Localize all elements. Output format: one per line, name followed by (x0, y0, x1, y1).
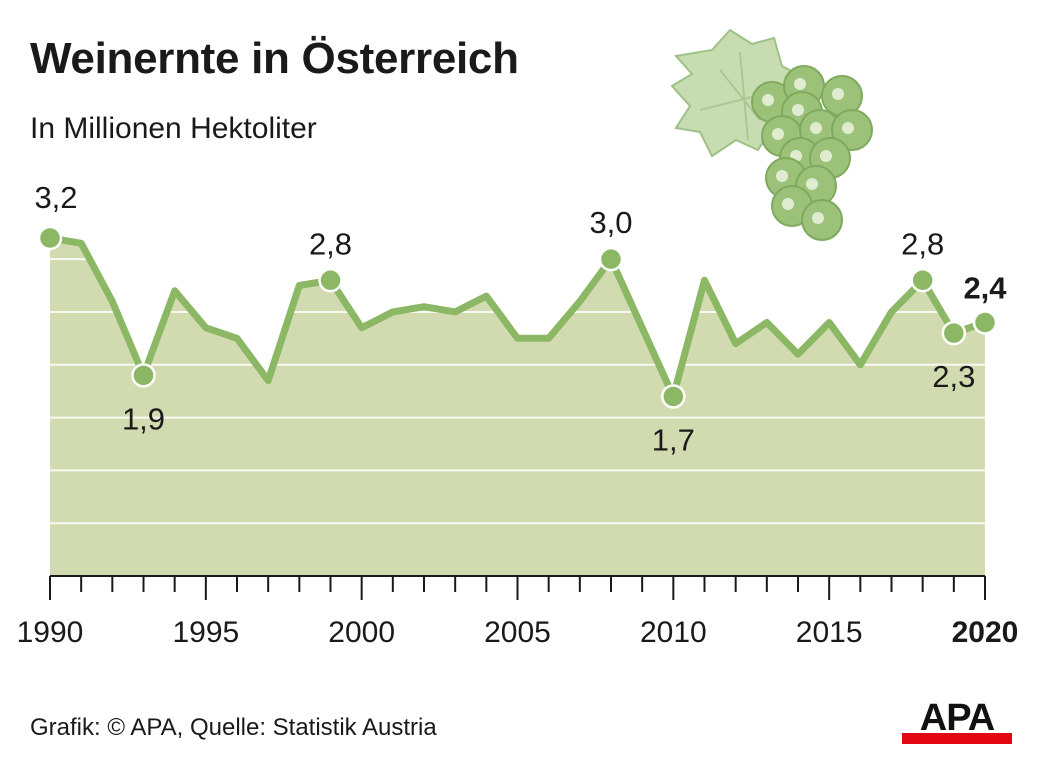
apa-logo: APA (902, 700, 1012, 744)
series-line (46, 234, 989, 400)
x-tick-label: 2015 (796, 616, 863, 649)
x-tick-label: 2020 (952, 616, 1019, 649)
apa-logo-bar (902, 733, 1012, 744)
data-point-marker (941, 320, 967, 346)
data-label: 2,8 (309, 226, 352, 261)
source-credit: Grafik: © APA, Quelle: Statistik Austria (30, 714, 437, 741)
data-point-marker (661, 384, 686, 409)
chart-area-fill (50, 238, 985, 576)
x-tick-label: 1995 (172, 616, 239, 649)
data-label: 3,0 (589, 205, 632, 240)
data-point-marker (972, 310, 998, 335)
data-label: 1,9 (122, 401, 165, 436)
data-point-marker (910, 268, 935, 293)
data-point-marker (318, 268, 343, 293)
data-label: 3,2 (34, 180, 77, 215)
data-label: 2,8 (901, 226, 944, 261)
data-point-marker (131, 363, 156, 388)
data-point-marker (598, 246, 624, 272)
chart-subtitle: In Millionen Hektoliter (30, 112, 317, 145)
x-tick-label: 2000 (328, 616, 395, 649)
grape-cluster-icon (670, 28, 873, 241)
x-tick-label: 1990 (17, 616, 84, 649)
data-label: 2,4 (963, 271, 1007, 306)
data-label: 1,7 (652, 422, 695, 457)
data-point-marker (37, 225, 63, 251)
chart-title: Weinernte in Österreich (30, 34, 519, 83)
x-tick-label: 2010 (640, 616, 707, 649)
data-label: 2,3 (932, 359, 975, 394)
apa-logo-text: APA (920, 700, 995, 739)
x-tick-label: 2005 (484, 616, 551, 649)
